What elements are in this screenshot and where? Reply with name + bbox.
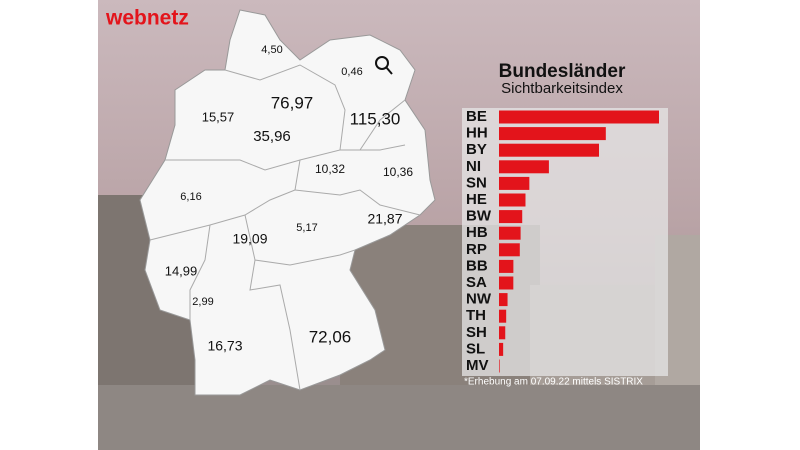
bar	[499, 143, 599, 157]
map-value-label: 19,09	[232, 231, 267, 247]
category-label: SL	[466, 340, 485, 357]
search-icon	[375, 56, 393, 75]
map-value-label: 0,46	[341, 66, 362, 78]
category-label: NI	[466, 158, 481, 175]
bar	[499, 326, 506, 340]
category-label: BE	[466, 108, 487, 125]
bar	[499, 243, 520, 257]
bar	[499, 359, 500, 373]
category-label: HH	[466, 125, 488, 142]
category-label: TH	[466, 307, 486, 324]
bar	[499, 259, 514, 273]
state-borders	[149, 64, 421, 391]
category-label: SA	[466, 274, 487, 291]
map-value-label: 76,97	[271, 93, 314, 112]
bar	[499, 210, 523, 224]
category-label: SH	[466, 324, 487, 341]
category-label: SN	[466, 174, 487, 191]
map-value-label: 5,17	[296, 222, 317, 234]
map-value-label: 21,87	[367, 211, 402, 227]
bar	[499, 193, 526, 207]
category-label: MV	[466, 357, 489, 374]
footnote: *Erhebung am 07.09.22 mittels SISTRIX	[464, 377, 643, 388]
category-label: HE	[466, 191, 487, 208]
bar	[499, 127, 606, 141]
brand-logo: webnetz	[105, 7, 189, 30]
map-value-label: 6,16	[180, 191, 201, 203]
map-value-label: 10,36	[383, 165, 413, 179]
bar	[499, 342, 504, 356]
map-value-label: 115,30	[350, 109, 401, 128]
category-label: RP	[466, 241, 487, 258]
map-value-label: 2,99	[192, 296, 213, 308]
bar	[499, 110, 659, 124]
bar	[499, 160, 549, 174]
category-label: BY	[466, 141, 487, 158]
category-label: NW	[466, 291, 492, 308]
map-value-label: 4,50	[261, 44, 282, 56]
map-value-label: 72,06	[309, 327, 352, 346]
map-value-label: 35,96	[253, 128, 291, 145]
category-label: BB	[466, 257, 488, 274]
chart-subtitle: Sichtbarkeitsindex	[501, 80, 623, 97]
bar	[499, 226, 521, 240]
chart-title: Bundesländer	[499, 61, 626, 82]
bar	[499, 176, 530, 190]
category-label: HB	[466, 224, 488, 241]
bar	[499, 309, 507, 323]
category-label: BW	[466, 208, 492, 225]
map-value-label: 14,99	[165, 263, 198, 278]
map-value-label: 10,32	[315, 162, 345, 176]
bar	[499, 293, 508, 307]
map-value-label: 16,73	[207, 338, 242, 354]
bar	[499, 276, 514, 290]
map-value-label: 15,57	[202, 109, 235, 124]
